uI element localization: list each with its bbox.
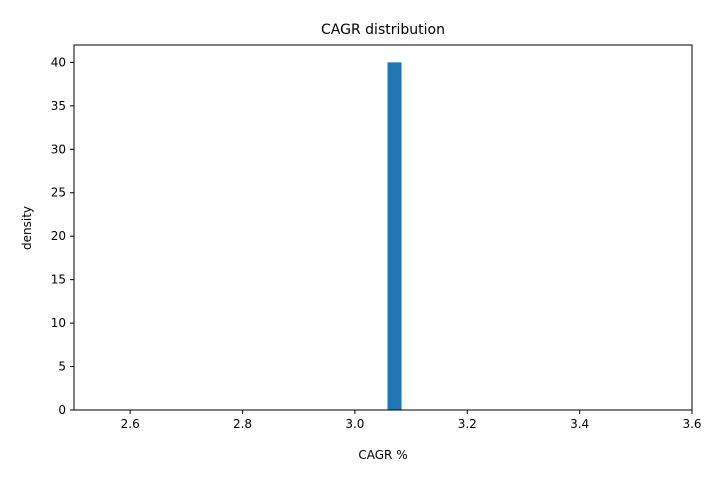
bars-group (387, 62, 402, 410)
x-axis-label: CAGR % (358, 448, 407, 462)
x-axis-ticks: 2.6 2.8 3.0 3.2 3.4 3.6 (121, 410, 702, 431)
y-tick-label: 40 (51, 55, 66, 69)
histogram-bar (387, 62, 402, 410)
x-tick-label: 3.0 (345, 417, 364, 431)
x-tick-label: 3.6 (682, 417, 701, 431)
y-tick-label: 30 (51, 142, 66, 156)
y-tick-label: 20 (51, 229, 66, 243)
x-tick-label: 2.8 (233, 417, 252, 431)
x-tick-label: 3.4 (570, 417, 589, 431)
y-tick-label: 5 (58, 360, 66, 374)
plot-frame (73, 44, 693, 411)
y-tick-label: 15 (51, 273, 66, 287)
y-axis-label: density (20, 206, 34, 250)
chart-title: CAGR distribution (321, 22, 445, 38)
x-tick-label: 3.2 (458, 417, 477, 431)
y-tick-label: 10 (51, 316, 66, 330)
y-tick-label: 25 (51, 186, 66, 200)
y-tick-label: 0 (58, 403, 66, 417)
y-axis-ticks: 0 5 10 15 20 25 30 35 40 (51, 55, 74, 417)
x-tick-label: 2.6 (121, 417, 140, 431)
y-tick-label: 35 (51, 99, 66, 113)
